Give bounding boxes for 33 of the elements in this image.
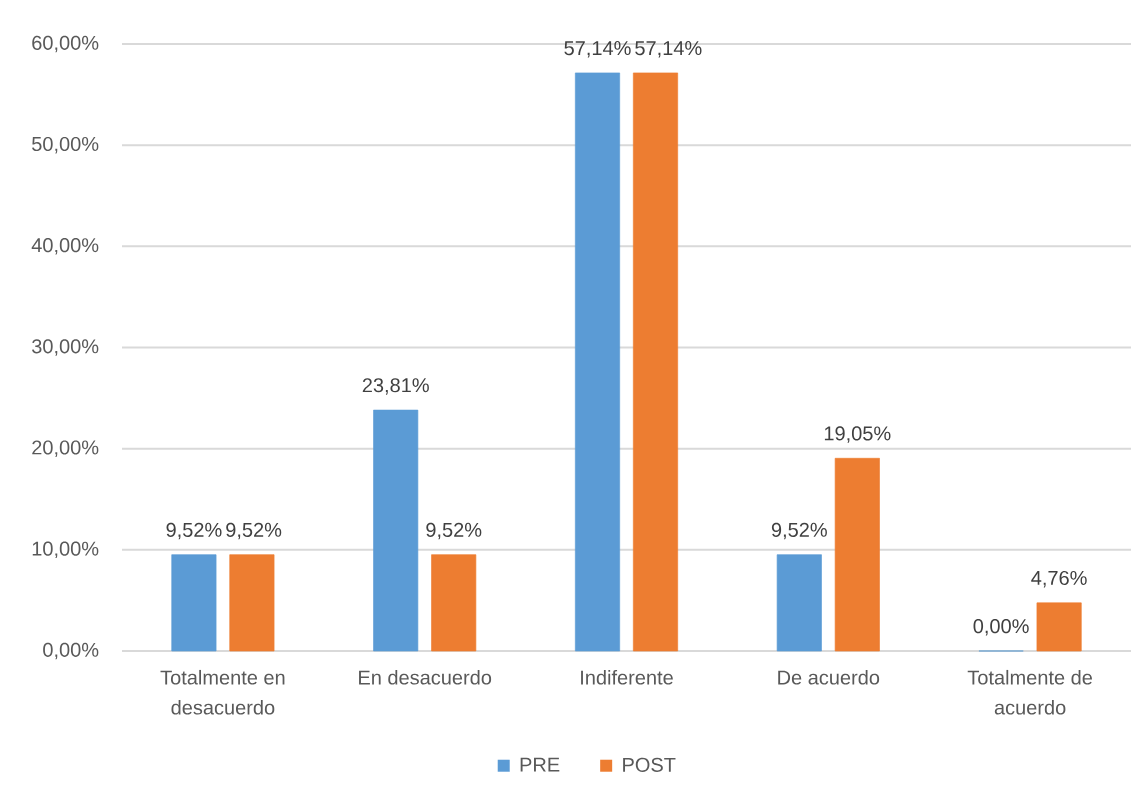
- y-tick-label: 0,00%: [43, 642, 99, 660]
- data-label: 0,00%: [973, 619, 1029, 636]
- bar: [575, 72, 621, 652]
- legend-label: PRE: [520, 757, 560, 772]
- data-label: 23,81%: [362, 378, 429, 395]
- data-label: 9,52%: [166, 522, 222, 540]
- legend-label: POST: [623, 757, 676, 772]
- x-tick-label: Totalmente en desacuerdo: [160, 669, 285, 715]
- bar: [229, 554, 275, 652]
- y-tick-label: 40,00%: [31, 238, 99, 255]
- bar: [633, 72, 679, 652]
- bar: [431, 554, 477, 652]
- data-label: 9,52%: [426, 522, 482, 540]
- data-label: 57,14%: [564, 41, 631, 58]
- y-tick-label: 50,00%: [32, 136, 99, 154]
- bar: [1036, 602, 1082, 652]
- data-label: 4,76%: [1031, 570, 1087, 588]
- x-tick-label: De acuerdo: [778, 669, 880, 685]
- bar: [776, 554, 822, 652]
- y-tick-label: 60,00%: [32, 35, 99, 53]
- bar: [171, 554, 217, 652]
- x-tick-label: Indiferente: [581, 669, 673, 685]
- bar: [373, 409, 419, 652]
- data-label: 19,05%: [824, 426, 891, 443]
- y-tick-label: 20,00%: [32, 440, 99, 457]
- y-tick-label: 10,00%: [32, 541, 99, 559]
- data-label: 9,52%: [771, 522, 827, 540]
- data-label: 9,52%: [226, 522, 282, 540]
- bar: [834, 457, 880, 652]
- x-tick-label: En desacuerdo: [359, 669, 492, 685]
- y-tick-label: 30,00%: [31, 339, 99, 356]
- x-tick-label: Totalmente de acuerdo: [967, 669, 1092, 715]
- data-label: 57,14%: [635, 41, 702, 58]
